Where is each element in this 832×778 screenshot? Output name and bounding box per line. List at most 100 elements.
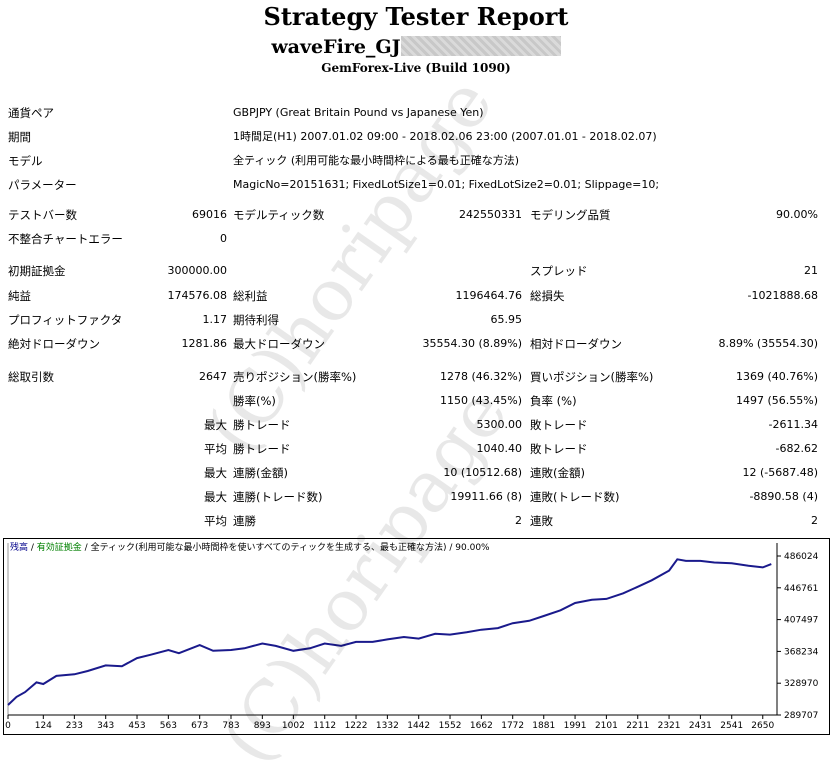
- label-win-rate: 勝率(%): [233, 394, 276, 408]
- x-tick-label: 2211: [626, 721, 649, 731]
- value-deposit: 300000.00: [167, 264, 228, 277]
- label-avg-consec-wins: 連勝: [233, 514, 256, 528]
- x-tick-label: 1662: [470, 721, 493, 731]
- x-tick-label: 1991: [564, 721, 587, 731]
- x-tick-label: 453: [128, 721, 145, 731]
- label-consec-losses: 連敗(金額): [530, 466, 585, 480]
- label-average: 平均: [204, 442, 227, 456]
- label-largest: 最大: [204, 418, 227, 432]
- value-profit-factor: 1.17: [202, 313, 228, 326]
- value-rel-drawdown: 8.89% (35554.30): [718, 337, 818, 350]
- x-tick-label: 124: [35, 721, 52, 731]
- x-tick-label: 1772: [501, 721, 524, 731]
- label-avg-consec-losses: 連敗: [530, 514, 553, 528]
- y-tick-label: 328970: [784, 679, 819, 689]
- legend-sep-3: /: [446, 543, 456, 553]
- x-tick-label: 2321: [658, 721, 681, 731]
- y-tick-label: 407497: [784, 616, 818, 626]
- label-short-positions: 売りポジション(勝率%): [233, 370, 357, 384]
- value-consec-loss: -8890.58 (4): [749, 490, 818, 503]
- param-value-symbol: GBPJPY (Great Britain Pound vs Japanese …: [233, 106, 484, 119]
- ea-name: waveFire_GJ: [271, 36, 401, 58]
- label-profit-factor: プロフィットファクタ: [8, 313, 123, 327]
- label-largest-loss: 敗トレード: [530, 418, 588, 432]
- label-avg-loss: 敗トレード: [530, 442, 588, 456]
- x-tick-label: 1881: [532, 721, 555, 731]
- param-value-parameters: MagicNo=20151631; FixedLotSize1=0.01; Fi…: [233, 178, 660, 191]
- label-total-trades: 総取引数: [8, 370, 54, 384]
- x-tick-label: 673: [191, 721, 208, 731]
- y-tick-label: 368234: [784, 647, 819, 657]
- param-label-model: モデル: [8, 154, 43, 168]
- value-abs-drawdown: 1281.86: [181, 337, 228, 350]
- label-abs-drawdown: 絶対ドローダウン: [8, 337, 100, 351]
- param-label-period: 期間: [8, 130, 31, 144]
- value-consec-losses: 12 (-5687.48): [742, 466, 818, 479]
- legend-sep-1: /: [28, 543, 37, 553]
- value-largest-loss: -2611.34: [768, 418, 818, 431]
- x-tick-label: 783: [222, 721, 239, 731]
- value-long-positions: 1369 (40.76%): [735, 370, 818, 383]
- value-total-trades: 2647: [199, 370, 227, 383]
- x-tick-label: 1552: [439, 721, 462, 731]
- y-tick-label: 446761: [784, 584, 818, 594]
- value-avg-consec-wins: 2: [515, 514, 522, 527]
- label-max-drawdown: 最大ドローダウン: [233, 337, 325, 351]
- label-gross-loss: 総損失: [530, 289, 565, 303]
- label-consec-wins: 連勝(金額): [233, 466, 288, 480]
- value-net-profit: 174576.08: [167, 289, 228, 302]
- label-mismatch: 不整合チャートエラー: [8, 232, 123, 246]
- server-build: GemForex-Live (Build 1090): [321, 61, 511, 75]
- x-tick-label: 893: [254, 721, 271, 731]
- value-mismatch: 0: [220, 232, 227, 245]
- label-quality: モデリング品質: [530, 208, 611, 222]
- param-value-period: 1時間足(H1) 2007.01.02 09:00 - 2018.02.06 2…: [233, 130, 657, 143]
- value-bars: 69016: [192, 208, 227, 221]
- redacted-account-block: [400, 36, 561, 56]
- value-consec-wins: 10 (10512.68): [443, 466, 522, 479]
- legend-balance: 残高: [10, 543, 29, 553]
- label-max-consecutive: 最大: [204, 466, 227, 480]
- param-value-model: 全ティック (利用可能な最小時間枠による最も正確な方法): [233, 154, 520, 167]
- x-tick-label: 1222: [345, 721, 368, 731]
- chart-legend: 残高 / 有効証拠金 / 全ティック(利用可能な最小時間枠を使いすべてのティック…: [10, 540, 490, 553]
- x-tick-label: 1332: [376, 721, 399, 731]
- value-short-positions: 1278 (46.32%): [439, 370, 522, 383]
- label-long-positions: 買いポジション(勝率%): [530, 370, 654, 384]
- value-avg-loss: -682.62: [775, 442, 818, 455]
- legend-model: 全ティック(利用可能な最小時間枠を使いすべてのティックを生成する、最も正確な方法…: [90, 543, 447, 553]
- label-spread: スプレッド: [530, 264, 588, 278]
- label-rel-drawdown: 相対ドローダウン: [530, 337, 622, 351]
- x-tick-label: 0: [5, 721, 11, 731]
- label-largest-win: 勝トレード: [233, 418, 291, 432]
- value-avg-consec-losses: 2: [811, 514, 818, 527]
- value-quality: 90.00%: [776, 208, 818, 221]
- x-tick-label: 1112: [313, 721, 336, 731]
- balance-line: [7, 558, 772, 706]
- label-gross-profit: 総利益: [233, 289, 268, 303]
- value-expected-payoff: 65.95: [490, 313, 523, 326]
- value-max-drawdown: 35554.30 (8.89%): [422, 337, 522, 350]
- x-tick-label: 2541: [720, 721, 743, 731]
- x-tick-label: 1442: [407, 721, 430, 731]
- legend-quality: 90.00%: [455, 543, 490, 553]
- value-largest-win: 5300.00: [476, 418, 523, 431]
- y-tick-label: 486024: [784, 552, 819, 562]
- label-consec-profit: 連勝(トレード数): [233, 490, 323, 504]
- label-net-profit: 純益: [8, 289, 31, 303]
- label-deposit: 初期証拠金: [8, 264, 66, 278]
- param-label-parameters: パラメーター: [8, 178, 77, 192]
- label-ticks: モデルティック数: [233, 208, 325, 222]
- x-tick-label: 2650: [751, 721, 774, 731]
- x-tick-label: 1002: [282, 721, 305, 731]
- value-consec-profit: 19911.66 (8): [450, 490, 522, 503]
- param-label-symbol: 通貨ペア: [8, 106, 54, 120]
- balance-chart: 0 124 233 343 453 563 673 783 893 1002 1112 1222 133…: [3, 538, 830, 735]
- value-ticks: 242550331: [459, 208, 522, 221]
- chart-frame: [3, 538, 830, 735]
- x-tick-label: 2101: [595, 721, 618, 731]
- value-win-rate: 1150 (43.45%): [439, 394, 522, 407]
- label-consec-loss: 連敗(トレード数): [530, 490, 620, 504]
- ea-name-row: waveFire_GJ: [0, 36, 832, 58]
- x-tick-label: 233: [66, 721, 83, 731]
